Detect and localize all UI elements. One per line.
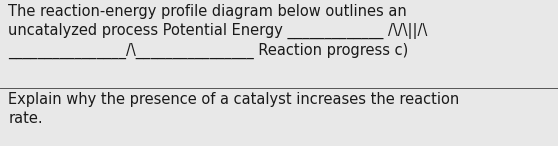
Text: Explain why the presence of a catalyst increases the reaction
rate.: Explain why the presence of a catalyst i…	[8, 92, 460, 126]
Text: The reaction-energy profile diagram below outlines an
uncatalyzed process Potent: The reaction-energy profile diagram belo…	[8, 4, 427, 59]
